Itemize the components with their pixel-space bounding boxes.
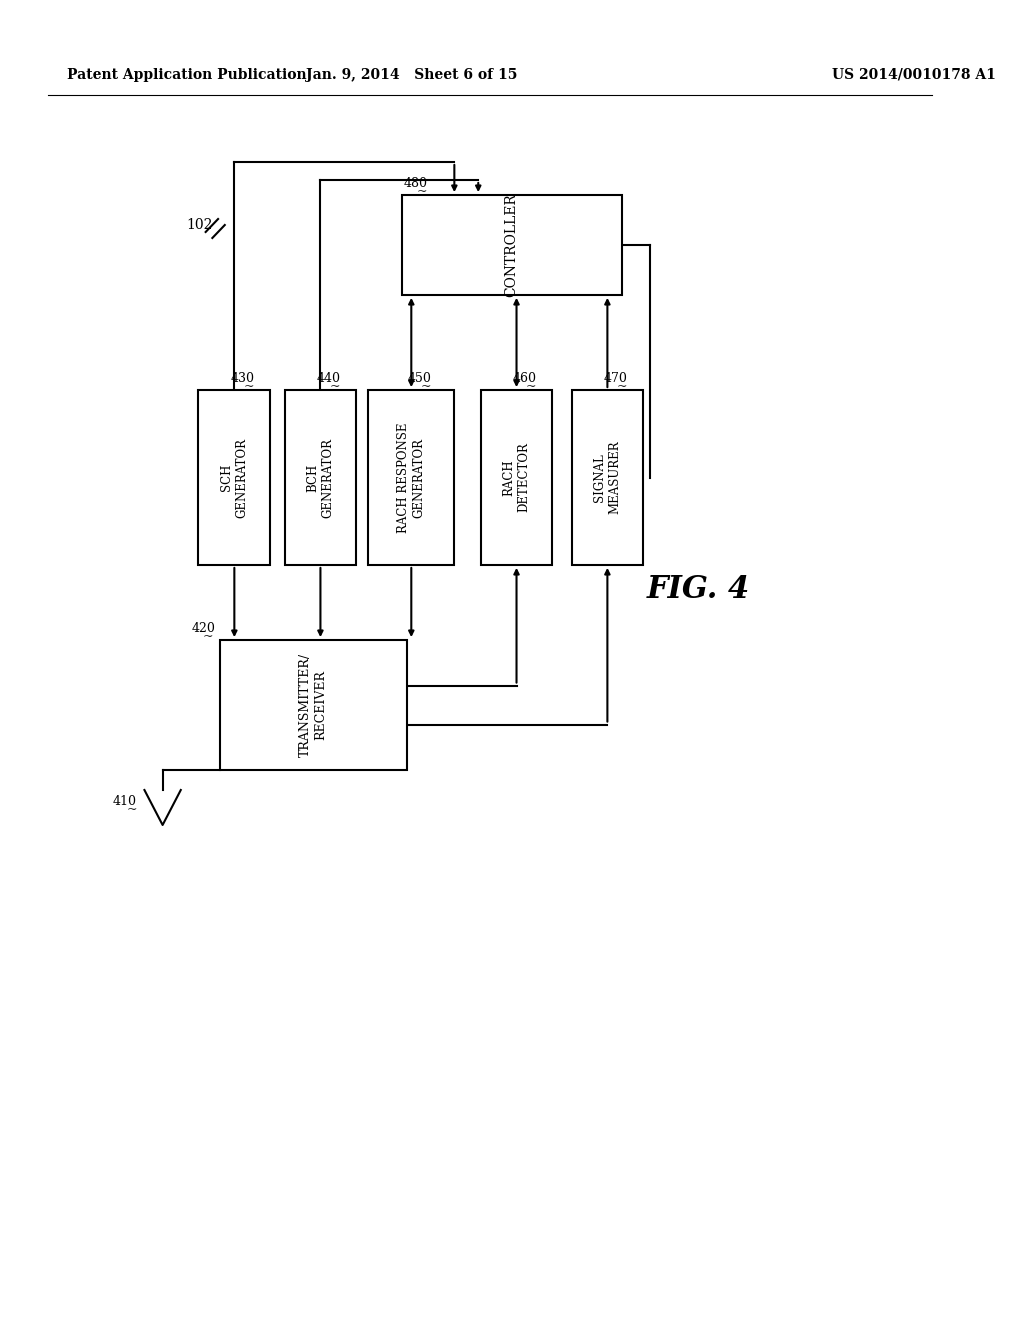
Text: 460: 460 [513,372,537,385]
Text: ~: ~ [526,380,537,393]
Text: ~: ~ [616,380,628,393]
Text: 410: 410 [113,795,137,808]
Bar [401,195,622,294]
Text: 450: 450 [408,372,431,385]
Text: 440: 440 [316,372,341,385]
Text: RACH
DETECTOR: RACH DETECTOR [503,442,530,512]
Text: BCH
GENERATOR: BCH GENERATOR [306,437,335,517]
Text: 470: 470 [603,372,628,385]
Bar [369,389,455,565]
Bar [285,389,356,565]
Text: ~: ~ [330,380,341,393]
Text: 420: 420 [191,622,215,635]
Text: 102: 102 [186,218,213,232]
Text: ~: ~ [417,185,428,198]
Text: SCH
GENERATOR: SCH GENERATOR [220,437,249,517]
Text: Jan. 9, 2014   Sheet 6 of 15: Jan. 9, 2014 Sheet 6 of 15 [305,69,517,82]
Bar [220,640,407,770]
Bar [199,389,270,565]
Text: FIG. 4: FIG. 4 [646,574,750,606]
Text: CONTROLLER: CONTROLLER [505,193,519,297]
Text: SIGNAL
MEASURER: SIGNAL MEASURER [593,441,622,515]
Text: ~: ~ [126,803,137,816]
Bar [571,389,643,565]
Text: 480: 480 [403,177,428,190]
Text: ~: ~ [203,630,213,643]
Text: ~: ~ [421,380,431,393]
Text: 430: 430 [230,372,255,385]
Text: ~: ~ [244,380,254,393]
Text: RACH RESPONSE
GENERATOR: RACH RESPONSE GENERATOR [397,422,425,533]
Text: US 2014/0010178 A1: US 2014/0010178 A1 [833,69,996,82]
Bar [480,389,552,565]
Text: TRANSMITTER/
RECEIVER: TRANSMITTER/ RECEIVER [299,653,328,758]
Text: Patent Application Publication: Patent Application Publication [67,69,306,82]
